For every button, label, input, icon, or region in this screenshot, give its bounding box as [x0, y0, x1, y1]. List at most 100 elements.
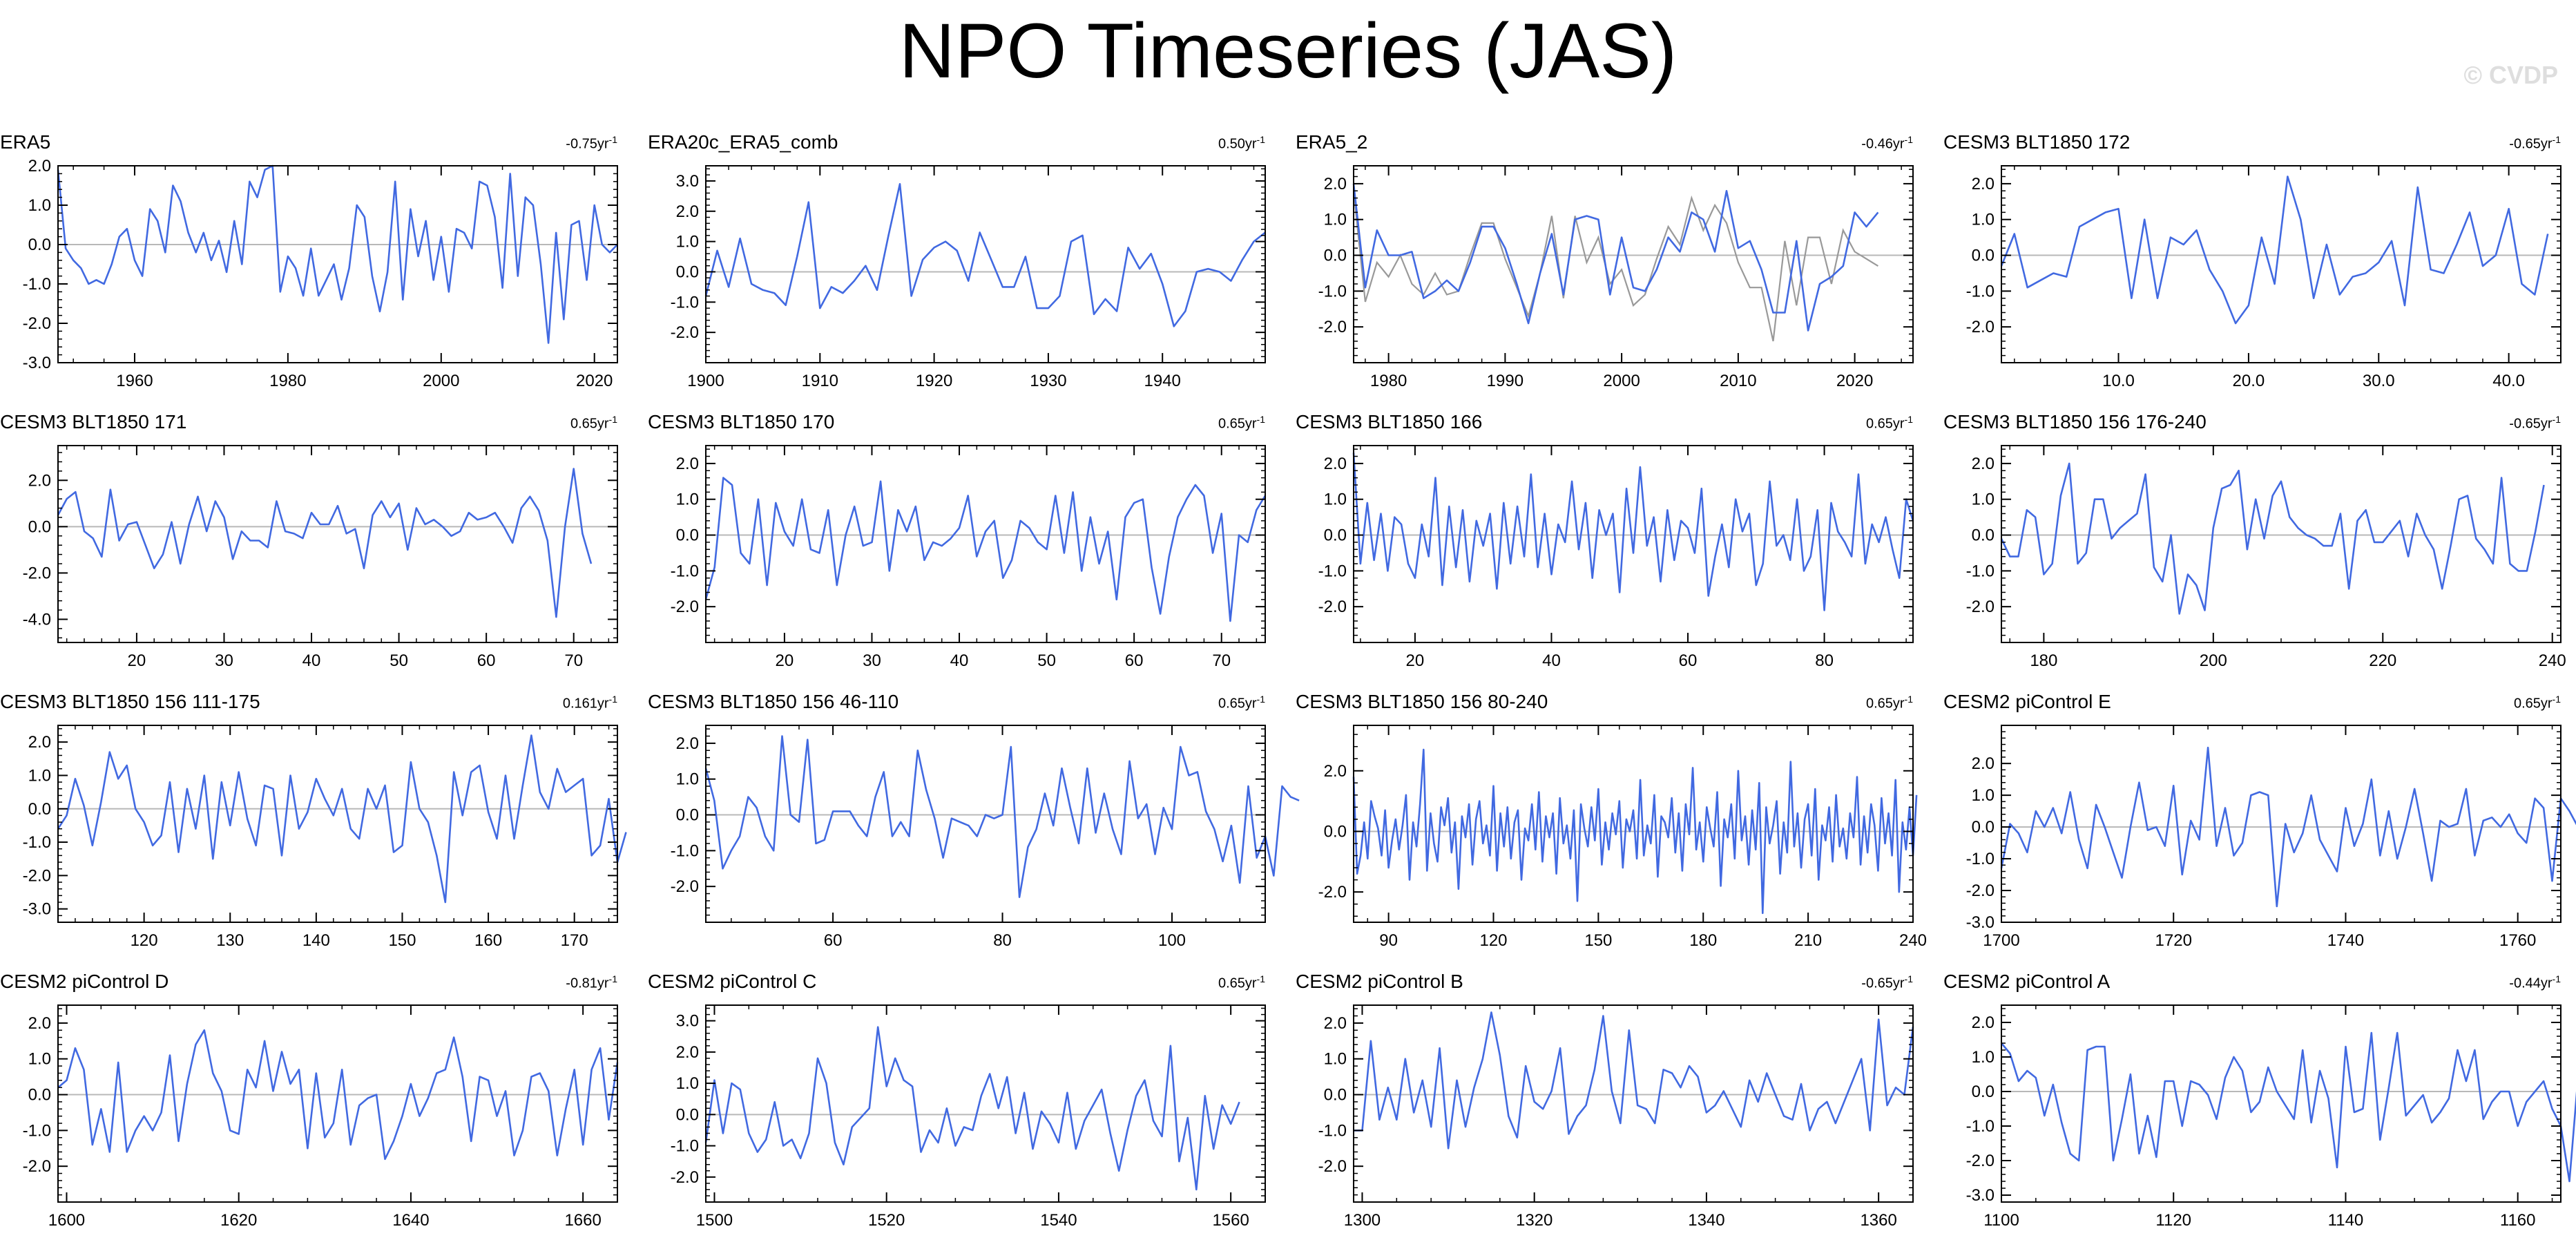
timeseries-chart: 2.0 1.0 0.0 -1.0 -2.0 60 80 100	[671, 725, 1300, 950]
x-tick-label: 240	[2539, 651, 2566, 670]
trend-label: -0.75yr-1	[479, 134, 617, 153]
y-tick-label: 2.0	[1972, 455, 1995, 473]
timeseries-chart: 2.0 1.0 0.0 -1.0 -2.0 1600 1620 1640 1660	[23, 1004, 619, 1230]
panel-10: CESM3 BLT1850 156 80-240 0.65yr-1 2.0 0.0 -2…	[1296, 691, 1927, 957]
y-tick-label: 1.0	[28, 766, 51, 785]
y-tick-label: -3.0	[1966, 1186, 1995, 1205]
y-tick-label: 0.0	[1972, 247, 1995, 265]
trend-label: -0.65yr-1	[1775, 973, 1913, 992]
x-tick-label: 1620	[220, 1211, 257, 1230]
x-tick-label: 1140	[2328, 1211, 2364, 1230]
x-tick-label: 1760	[2499, 931, 2536, 950]
panel-5: CESM3 BLT1850 170 0.65yr-1 2.0 1.0 0.0 -1.0 -2…	[648, 411, 1276, 677]
trend-exponent: -1	[2552, 414, 2561, 425]
cvdp-watermark: © CVDP	[2463, 61, 2558, 89]
plot-frame	[57, 445, 618, 643]
y-tick-label: -2.0	[1966, 598, 1995, 616]
y-tick-label: -2.0	[23, 866, 51, 885]
x-tick-label: 170	[561, 931, 588, 950]
y-tick-label: -1.0	[1318, 562, 1347, 580]
series-line	[704, 183, 1266, 327]
plot-frame	[705, 1004, 1266, 1203]
x-tick-label: 160	[474, 931, 502, 950]
timeseries-chart: 2.0 1.0 0.0 -1.0 -2.0 -3.0 1100 1120 1140 1160	[1966, 1004, 2576, 1230]
y-tick-label: 2.0	[1972, 1013, 1995, 1032]
timeseries-chart: 2.0 0.0 -2.0 90 120 150 180 210 240	[1318, 725, 1927, 950]
panel-9: CESM3 BLT1850 156 46-110 0.65yr-1 2.0 1.0 0.…	[648, 691, 1300, 957]
plot-frame	[2001, 1004, 2561, 1203]
trend-value: 0.50yr	[1218, 136, 1257, 152]
panel-title: CESM2 piControl B	[1296, 971, 1463, 992]
trend-value: 0.65yr	[2513, 696, 2553, 712]
trend-value: 0.65yr	[1218, 416, 1257, 432]
trend-exponent: -1	[1904, 414, 1913, 425]
panel-7: CESM3 BLT1850 156 176-240 -0.65yr-1 2.0 1.0…	[1943, 411, 2572, 677]
series-line	[2000, 462, 2545, 615]
trend-value: -0.65yr	[1861, 975, 1905, 991]
y-tick-label: 0.0	[676, 263, 699, 281]
x-tick-label: 1660	[564, 1211, 601, 1230]
trend-value: -0.46yr	[1861, 136, 1905, 152]
y-tick-label: 2.0	[1324, 1014, 1347, 1033]
x-tick-label: 1900	[687, 372, 724, 390]
plot-frame	[57, 725, 618, 923]
plot-frame	[1353, 165, 1914, 363]
timeseries-chart: 3.0 2.0 1.0 0.0 -1.0 -2.0 1500 1520 1540 1560	[671, 1004, 1266, 1230]
y-tick-label: -1.0	[671, 562, 699, 580]
x-tick-label: 80	[993, 931, 1012, 950]
timeseries-chart: 2.0 1.0 0.0 -1.0 -2.0 20 40 60 80	[1318, 445, 1914, 670]
y-tick-label: -2.0	[23, 314, 51, 333]
trend-label: -0.46yr-1	[1775, 134, 1913, 153]
plot-frame	[705, 725, 1266, 923]
panel-title: CESM3 BLT1850 170	[648, 411, 835, 432]
x-tick-label: 1600	[48, 1211, 85, 1230]
x-tick-label: 1160	[2500, 1211, 2536, 1230]
panel-title: ERA20c_ERA5_comb	[648, 131, 838, 153]
trend-exponent: -1	[1904, 134, 1913, 145]
timeseries-chart: 2.0 0.0 -2.0 -4.0 20 30 40 50 60 70	[23, 445, 618, 670]
y-tick-label: 2.0	[28, 471, 51, 490]
series-line	[1352, 183, 1879, 332]
y-tick-label: 1.0	[676, 233, 699, 251]
y-tick-label: 0.0	[1972, 818, 1995, 837]
x-tick-label: 220	[2369, 651, 2396, 670]
x-tick-label: 1980	[1370, 372, 1407, 390]
y-tick-label: 0.0	[676, 526, 699, 545]
plot-frame	[57, 165, 618, 363]
trend-label: -0.65yr-1	[2423, 414, 2561, 432]
x-tick-label: 2010	[1720, 372, 1756, 390]
trend-label: 0.65yr-1	[1127, 694, 1265, 712]
y-tick-label: 0.0	[1324, 526, 1347, 545]
trend-value: -0.65yr	[2509, 416, 2553, 432]
x-tick-label: 60	[1679, 651, 1698, 670]
timeseries-chart: 2.0 1.0 0.0 -1.0 -2.0 10.0 20.0 30.0 40.0	[1966, 165, 2561, 390]
x-tick-label: 40	[302, 651, 321, 670]
y-tick-label: 1.0	[28, 196, 51, 215]
trend-label: 0.65yr-1	[479, 414, 617, 432]
y-tick-label: 2.0	[1324, 762, 1347, 781]
panel-title: ERA5	[0, 131, 51, 153]
timeseries-chart: 2.0 1.0 0.0 -1.0 -2.0 20 30 40 50 60 70	[671, 445, 1267, 670]
y-tick-label: -2.0	[1966, 881, 1995, 900]
plot-frame	[705, 165, 1266, 363]
x-tick-label: 1300	[1344, 1211, 1381, 1230]
x-tick-label: 140	[302, 931, 330, 950]
panel-8: CESM3 BLT1850 156 111-175 0.161yr-1 2.0 1.0…	[0, 691, 628, 957]
x-tick-label: 1340	[1688, 1211, 1724, 1230]
y-tick-label: -2.0	[23, 1157, 51, 1176]
x-tick-label: 60	[824, 931, 843, 950]
series-line	[704, 477, 1267, 622]
trend-label: 0.65yr-1	[1127, 414, 1265, 432]
y-tick-label: -1.0	[1966, 562, 1995, 580]
trend-exponent: -1	[1904, 694, 1913, 705]
trend-exponent: -1	[1256, 973, 1265, 984]
plot-frame	[1353, 725, 1914, 923]
series-line	[2000, 175, 2549, 325]
x-tick-label: 70	[1212, 651, 1231, 670]
x-tick-label: 50	[1037, 651, 1056, 670]
plot-frame	[1353, 1004, 1914, 1203]
panel-title: CESM3 BLT1850 171	[0, 411, 187, 432]
x-tick-label: 1500	[696, 1211, 733, 1230]
y-tick-label: -1.0	[671, 293, 699, 312]
x-tick-label: 20.0	[2233, 372, 2265, 390]
